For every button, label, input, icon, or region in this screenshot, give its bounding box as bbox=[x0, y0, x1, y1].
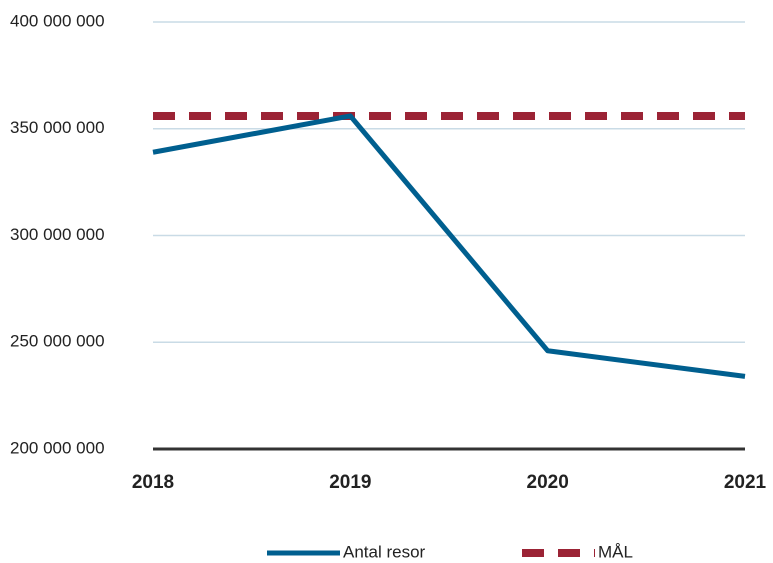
y-tick-label: 350 000 000 bbox=[10, 118, 105, 137]
legend-label: MÅL bbox=[598, 542, 633, 561]
series-line bbox=[152, 113, 746, 379]
legend-label: Antal resor bbox=[343, 542, 426, 561]
y-tick-label: 250 000 000 bbox=[10, 332, 105, 351]
x-tick-label: 2021 bbox=[724, 472, 767, 493]
x-tick-label: 2020 bbox=[527, 472, 569, 493]
x-tick-label: 2019 bbox=[329, 472, 371, 493]
y-tick-label: 200 000 000 bbox=[10, 438, 105, 457]
y-tick-label: 400 000 000 bbox=[10, 11, 105, 30]
y-tick-label: 300 000 000 bbox=[10, 225, 105, 244]
x-tick-label: 2018 bbox=[132, 472, 174, 493]
